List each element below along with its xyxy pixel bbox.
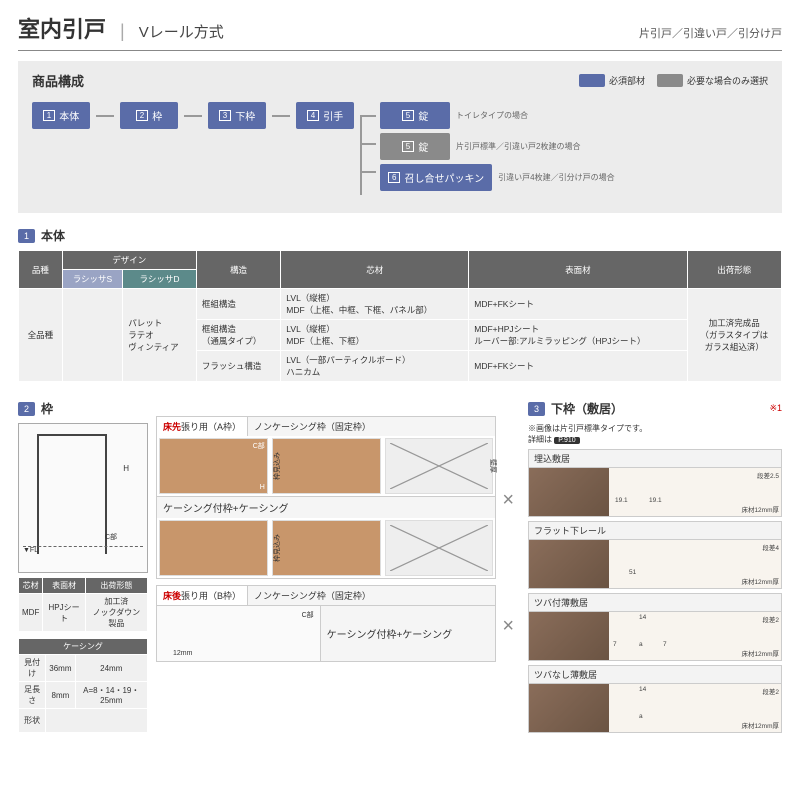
body-spec-table: 品種 デザイン 構造 芯材 表面材 出荷形態 ラシッサS ラシッサD 全品種 パ… [18,250,782,382]
legend-swatch-optional [657,74,683,87]
sill-photo [529,540,609,588]
sill-diagram: 14 段差2 a 床材12mm厚 [609,684,781,732]
section-3-header: 3 下枠（敷居） ※1 [528,400,782,417]
multiply-icon: × [498,489,518,512]
frame-section: 枠見込み [272,520,381,576]
frame-photo: C部H [159,438,268,494]
sill-photo [529,684,609,732]
sill-diagram: 14 段差2 7 a 7 床材12mm厚 [609,612,781,660]
frame-a-block: 床先張り用（A枠） ノンケーシング枠（固定枠） C部H 枠見込み 壁厚 ケーシン… [156,416,496,579]
sill-embedded: 埋込敷居 段差2.5 19.1 19.1 床材12mm厚 [528,449,782,517]
composition-title: 商品構成 [32,71,84,90]
node-packing: 6召し合せパッキン [380,164,492,191]
node-handle: 4引手 [296,102,354,129]
page-title: 室内引戸 [18,12,106,44]
sill-note: ※画像は片引戸標準タイプです。 詳細は P.910 [528,423,782,445]
node-lock-a: 5錠 [380,102,450,129]
frame-photo [159,520,268,576]
node-body: 1本体 [32,102,90,129]
header-types: 片引戸／引違い戸／引分け戸 [639,25,782,41]
frame-section: 枠見込み [272,438,381,494]
frame-b-sketch: C部 12mm [157,605,320,661]
node-frame: 2枠 [120,102,178,129]
multiply-icon: × [498,615,518,638]
sill-photo [529,612,609,660]
sill-photo [529,468,609,516]
node-bottom: 3下枠 [208,102,266,129]
node-lock-b: 5錠 [380,133,450,160]
door-elevation-sketch: H C部 ▼FL [18,423,148,573]
sill-flangeless-thin: ツバなし薄敷居 14 段差2 a 床材12mm厚 [528,665,782,733]
legend: 必須部材 必要な場合のみ選択 [579,74,768,87]
flow-diagram: 1本体 2枠 3下枠 4引手 5錠トイレタイプの場合 5錠片引戸標準／引違い戸2… [32,102,768,195]
frame-b-block: 床後張り用（B枠） ノンケーシング枠（固定枠） C部 12mm ケーシング付枠+… [156,585,496,662]
section-2-header: 2 枠 [18,400,148,417]
legend-swatch-required [579,74,605,87]
sill-flat-rail: フラット下レール 段差4 51 床材12mm厚 [528,521,782,589]
frame-material-table: 芯材表面材出荷形態 MDFHPJシート加工済 ノックダウン製品 [18,577,148,632]
frame-cross: 壁厚 [385,438,494,494]
page-subtitle: Vレール方式 [139,21,639,42]
sill-flanged-thin: ツバ付薄敷居 14 段差2 7 a 7 床材12mm厚 [528,593,782,661]
sill-diagram: 段差2.5 19.1 19.1 床材12mm厚 [609,468,781,516]
composition-box: 商品構成 必須部材 必要な場合のみ選択 1本体 2枠 3下枠 4引手 5錠トイレ… [18,61,782,213]
section-1-header: 1 本体 [18,227,782,244]
frame-cross [385,520,494,576]
page-header: 室内引戸 | Vレール方式 片引戸／引違い戸／引分け戸 [18,12,782,51]
casing-table: ケーシング 見付け36mm24mm 足長さ8mmA=8・14・19・25mm 形… [18,638,148,733]
sill-diagram: 段差4 51 床材12mm厚 [609,540,781,588]
